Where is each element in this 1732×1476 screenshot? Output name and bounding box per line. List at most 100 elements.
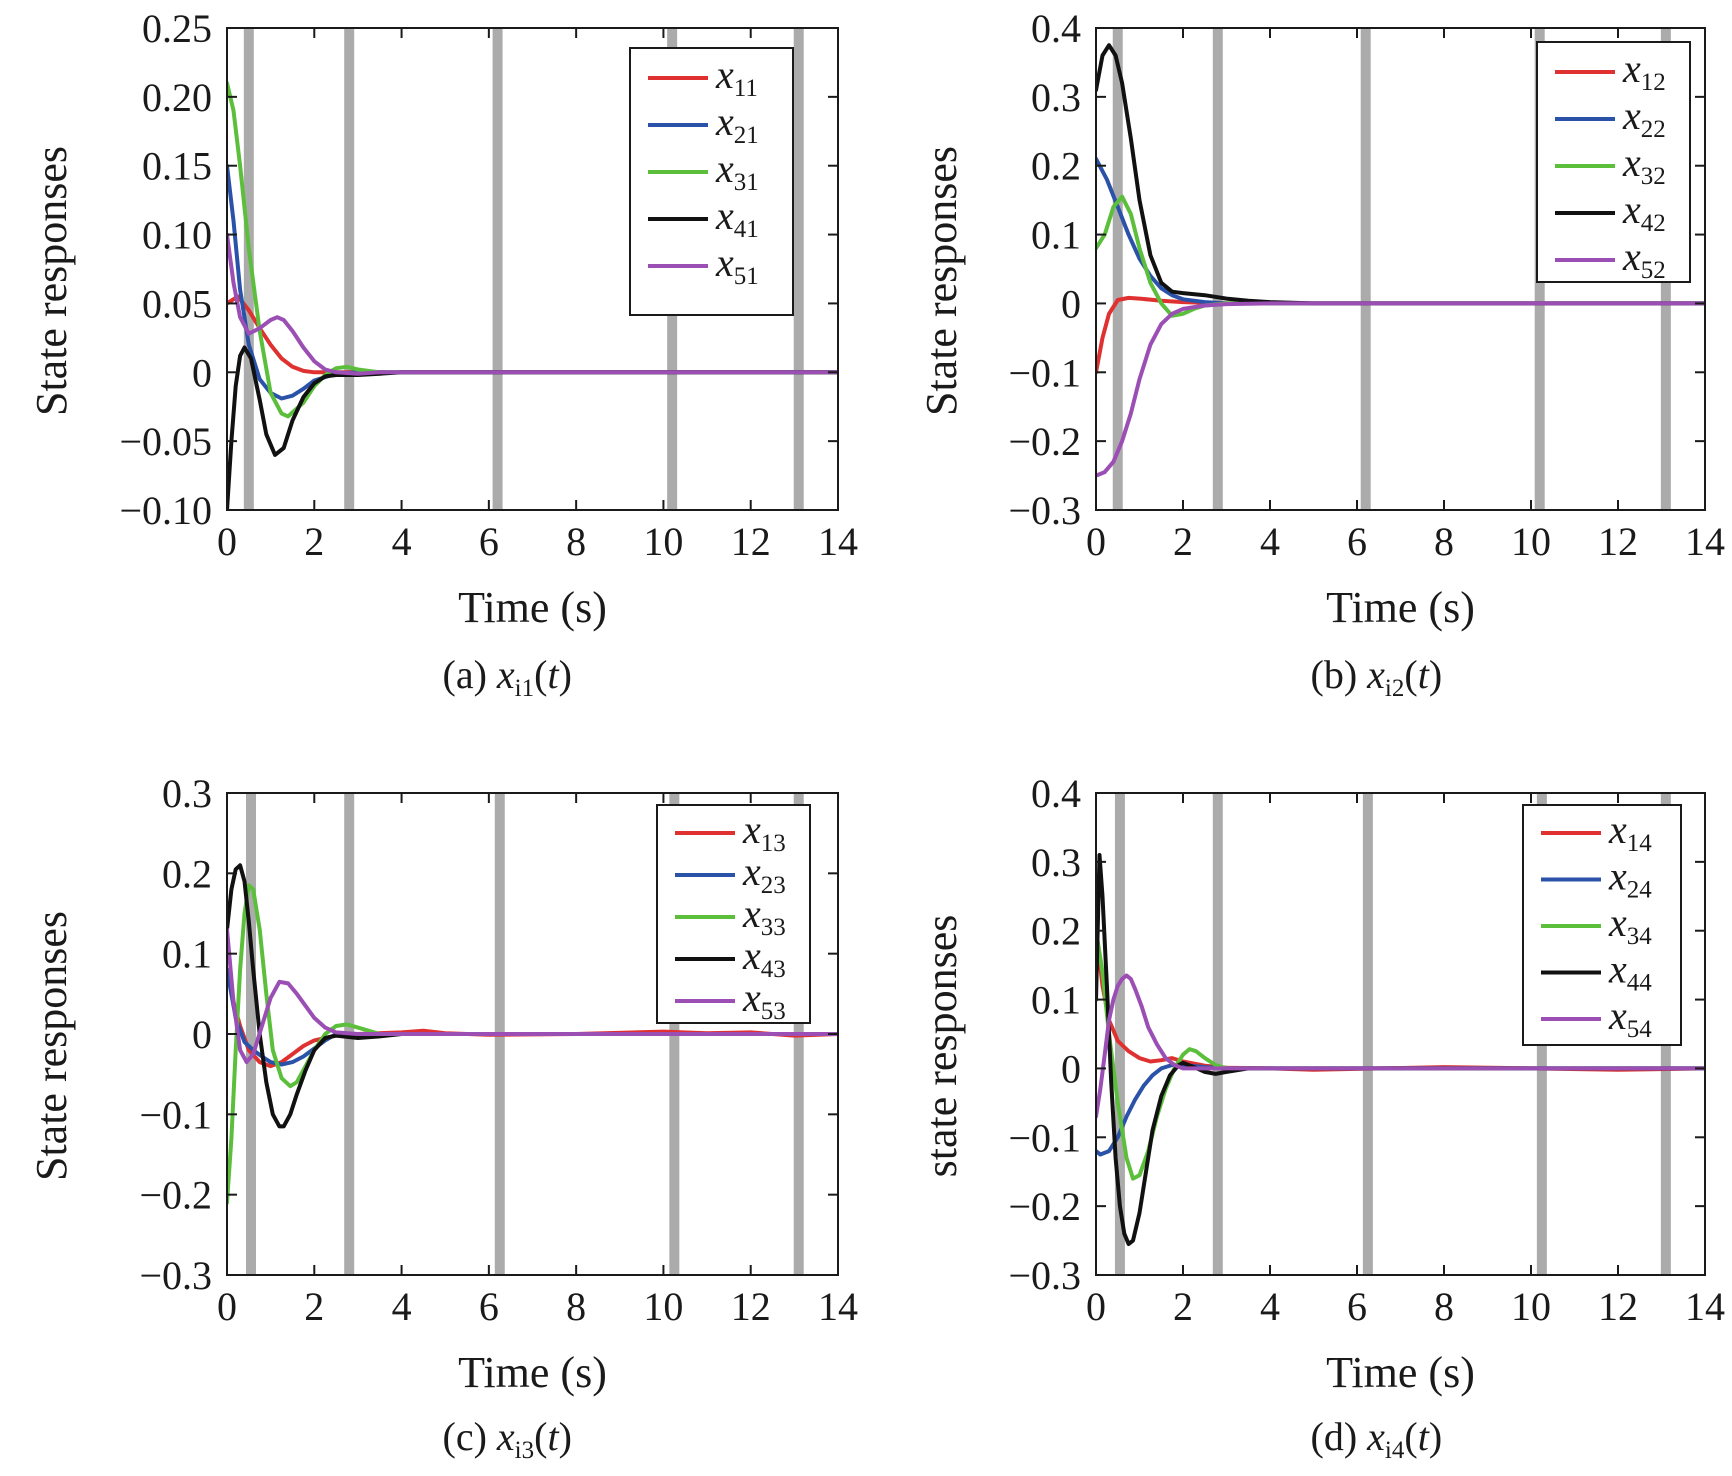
- legend-label-x14-sub: 14: [1627, 830, 1653, 857]
- panel-caption-arg: (: [1404, 1414, 1417, 1459]
- switch-band: [1362, 793, 1373, 1275]
- legend-label-x14: x14: [1608, 807, 1652, 857]
- series-group: [1096, 853, 1705, 1246]
- legend-label-x34-var: x: [1608, 900, 1627, 945]
- x-tick-label: 12: [1598, 519, 1638, 564]
- legend-label-x33-sub: 33: [761, 914, 786, 941]
- switch-band: [1212, 28, 1223, 510]
- y-tick-label: −0.2: [1008, 1184, 1081, 1229]
- y-tick-label: −0.3: [139, 1253, 212, 1298]
- y-tick-label: −0.1: [1008, 1115, 1081, 1160]
- x-tick-label: 8: [566, 1284, 586, 1329]
- panel-caption-prefix: (d): [1311, 1414, 1368, 1459]
- switch-band: [1112, 28, 1123, 510]
- legend-label-x11-var: x: [715, 52, 734, 97]
- legend-label-x12: x12: [1622, 46, 1666, 96]
- x-tick-label: 4: [392, 1284, 412, 1329]
- legend-label-x51-sub: 51: [734, 263, 759, 290]
- legend-label-x24-var: x: [1608, 854, 1627, 899]
- x-tick-label: 6: [479, 1284, 499, 1329]
- series-line-x54: [1096, 973, 1705, 1119]
- legend-label-x24-sub: 24: [1627, 877, 1653, 904]
- panel-caption: (a) xi1(t): [443, 652, 572, 702]
- legend-label-x43-sub: 43: [761, 956, 786, 983]
- panel-caption-arg-close: ): [1429, 1414, 1442, 1459]
- x-tick-label: 8: [1434, 519, 1454, 564]
- panel-caption-sub: i2: [1385, 675, 1404, 702]
- y-tick-label: 0.1: [162, 932, 212, 977]
- legend-label-x12-var: x: [1622, 46, 1641, 91]
- switch-band: [243, 28, 254, 510]
- legend-label-x14-var: x: [1608, 807, 1627, 852]
- panel-caption-arg-var: t: [547, 1414, 559, 1459]
- y-tick-label: 0.05: [142, 281, 212, 326]
- panel-caption-sub: i1: [515, 675, 534, 702]
- legend-label-x41-var: x: [715, 193, 734, 238]
- y-tick-label: 0.1: [1031, 213, 1081, 258]
- legend-label-x53-var: x: [742, 975, 761, 1020]
- y-tick-label: 0.20: [142, 75, 212, 120]
- x-tick-label: 8: [566, 519, 586, 564]
- x-tick-label: 2: [1173, 519, 1193, 564]
- legend-label-x54-sub: 54: [1627, 1016, 1653, 1043]
- legend-label-x44-var: x: [1608, 947, 1627, 992]
- legend-label-x33: x33: [742, 891, 786, 941]
- panel-caption-arg-var: t: [1418, 652, 1430, 697]
- x-tick-label: 14: [818, 519, 858, 564]
- switch-band: [492, 28, 503, 510]
- legend-label-x33-var: x: [742, 891, 761, 936]
- panel-caption-var: x: [1366, 652, 1385, 697]
- y-tick-label: −0.05: [119, 419, 212, 464]
- y-tick-label: −0.3: [1008, 488, 1081, 533]
- legend-label-x42: x42: [1622, 187, 1666, 237]
- panel-caption: (d) xi4(t): [1311, 1414, 1443, 1464]
- x-tick-label: 14: [1685, 519, 1725, 564]
- legend-label-x24: x24: [1608, 854, 1652, 904]
- series-line-x44: [1096, 853, 1705, 1246]
- panel-caption-var: x: [1366, 1414, 1385, 1459]
- panel-caption: (b) xi2(t): [1311, 652, 1443, 702]
- y-tick-label: −0.3: [1008, 1253, 1081, 1298]
- panel-c: 0 2 4 6 8 10 12 14 −0.3 −0.2 −0.1 0 0.1 0.2 0.3 Time (s…: [27, 771, 858, 1464]
- legend-label-x23-sub: 23: [761, 872, 786, 899]
- y-tick-label: 0: [1061, 281, 1081, 326]
- x-tick-label: 8: [1434, 1284, 1454, 1329]
- legend-label-x52-var: x: [1622, 234, 1641, 279]
- switch-band: [246, 793, 257, 1275]
- legend-label-x22: x22: [1622, 93, 1666, 143]
- legend-label-x44-sub: 44: [1627, 970, 1653, 997]
- x-tick-label: 12: [731, 519, 771, 564]
- series-line-x52: [1096, 301, 1705, 478]
- legend-label-x32: x32: [1622, 140, 1666, 190]
- switch-band: [1212, 793, 1223, 1275]
- legend-label-x31-sub: 31: [734, 169, 759, 196]
- legend-label-x11-sub: 11: [734, 75, 758, 102]
- x-tick-label: 12: [1598, 1284, 1638, 1329]
- y-tick-label: 0.3: [1031, 75, 1081, 120]
- y-axis-label: State responses: [27, 911, 76, 1181]
- panel-caption-arg: (: [534, 1414, 547, 1459]
- series-line-x43: [227, 863, 838, 1129]
- x-tick-label: 0: [217, 519, 237, 564]
- y-axis-label: State responses: [917, 146, 966, 416]
- y-tick-label: 0.25: [142, 6, 212, 51]
- x-tick-label: 12: [731, 1284, 771, 1329]
- y-tick-label: 0.4: [1031, 771, 1081, 816]
- x-tick-label: 2: [304, 1284, 324, 1329]
- y-tick-label: −0.2: [139, 1173, 212, 1218]
- legend-box: [656, 804, 811, 1024]
- x-tick-label: 0: [1086, 519, 1106, 564]
- legend-label-x23: x23: [742, 849, 786, 899]
- y-tick-label: 0.1: [1031, 978, 1081, 1023]
- x-tick-label: 10: [643, 1284, 683, 1329]
- x-axis-label: Time (s): [1326, 583, 1475, 632]
- legend-label-x52-sub: 52: [1641, 257, 1666, 284]
- x-tick-label: 14: [1685, 1284, 1725, 1329]
- legend-label-x12-sub: 12: [1641, 69, 1666, 96]
- panel-caption-var: x: [496, 652, 515, 697]
- legend-label-x43-var: x: [742, 933, 761, 978]
- series-line-x33: [227, 883, 838, 1205]
